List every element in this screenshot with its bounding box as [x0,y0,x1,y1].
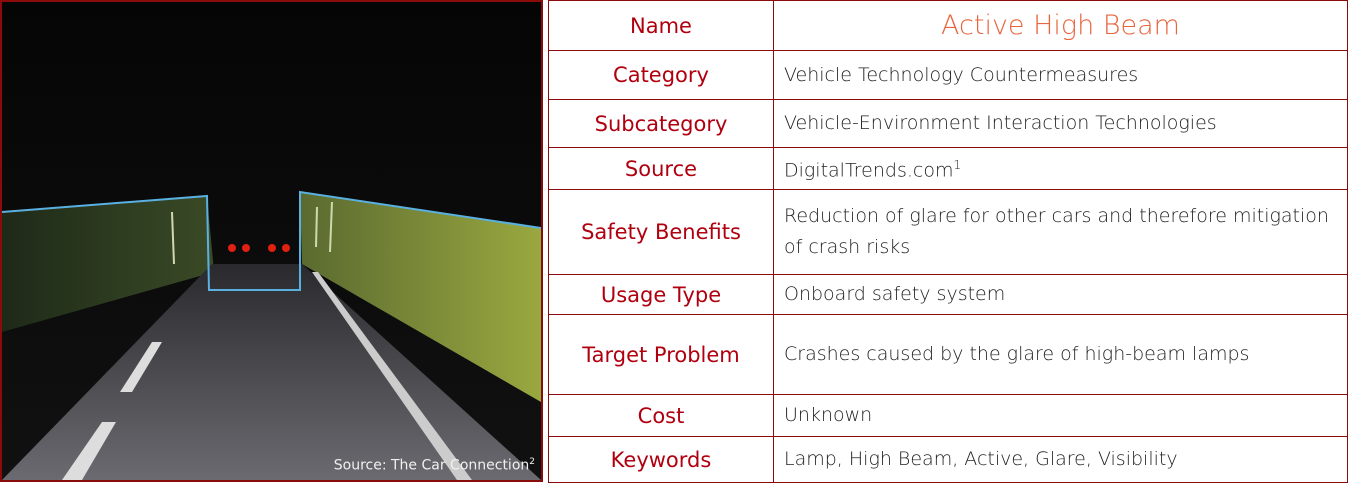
row-label: Name [548,0,774,51]
row-label: Safety Benefits [548,189,774,275]
row-value: Unknown [773,394,1348,437]
row-value: Reduction of glare for other cars and th… [773,189,1348,275]
info-table: Name Active High Beam Category Vehicle Tec… [548,0,1348,483]
image-caption: Source: The Car Connection2 [334,457,535,474]
row-value: Vehicle-Environment Interaction Technolo… [773,99,1348,148]
caption-text: Source: The Car Connection [333,458,530,474]
row-label: Source [548,147,774,190]
row-label: Usage Type [548,274,774,315]
row-value: Crashes caused by the glare of high-beam… [773,314,1348,395]
source-footnote: 1 [953,158,962,173]
row-value: Active High Beam [773,0,1348,51]
row-label: Cost [548,394,774,437]
row-label: Category [548,50,774,100]
night-road-image [2,2,541,480]
row-label: Target Problem [548,314,774,395]
row-value: Vehicle Technology Countermeasures [773,50,1348,100]
row-value: Lamp, High Beam, Active, Glare, Visibili… [773,436,1348,483]
caption-footnote: 2 [529,457,535,468]
photo: Source: The Car Connection2 [0,0,543,482]
row-value: Onboard safety system [773,274,1348,315]
row-label: Keywords [548,436,774,483]
row-value: DigitalTrends.com1 [773,147,1348,190]
source-text: DigitalTrends.com [784,159,954,182]
row-label: Subcategory [548,99,774,148]
